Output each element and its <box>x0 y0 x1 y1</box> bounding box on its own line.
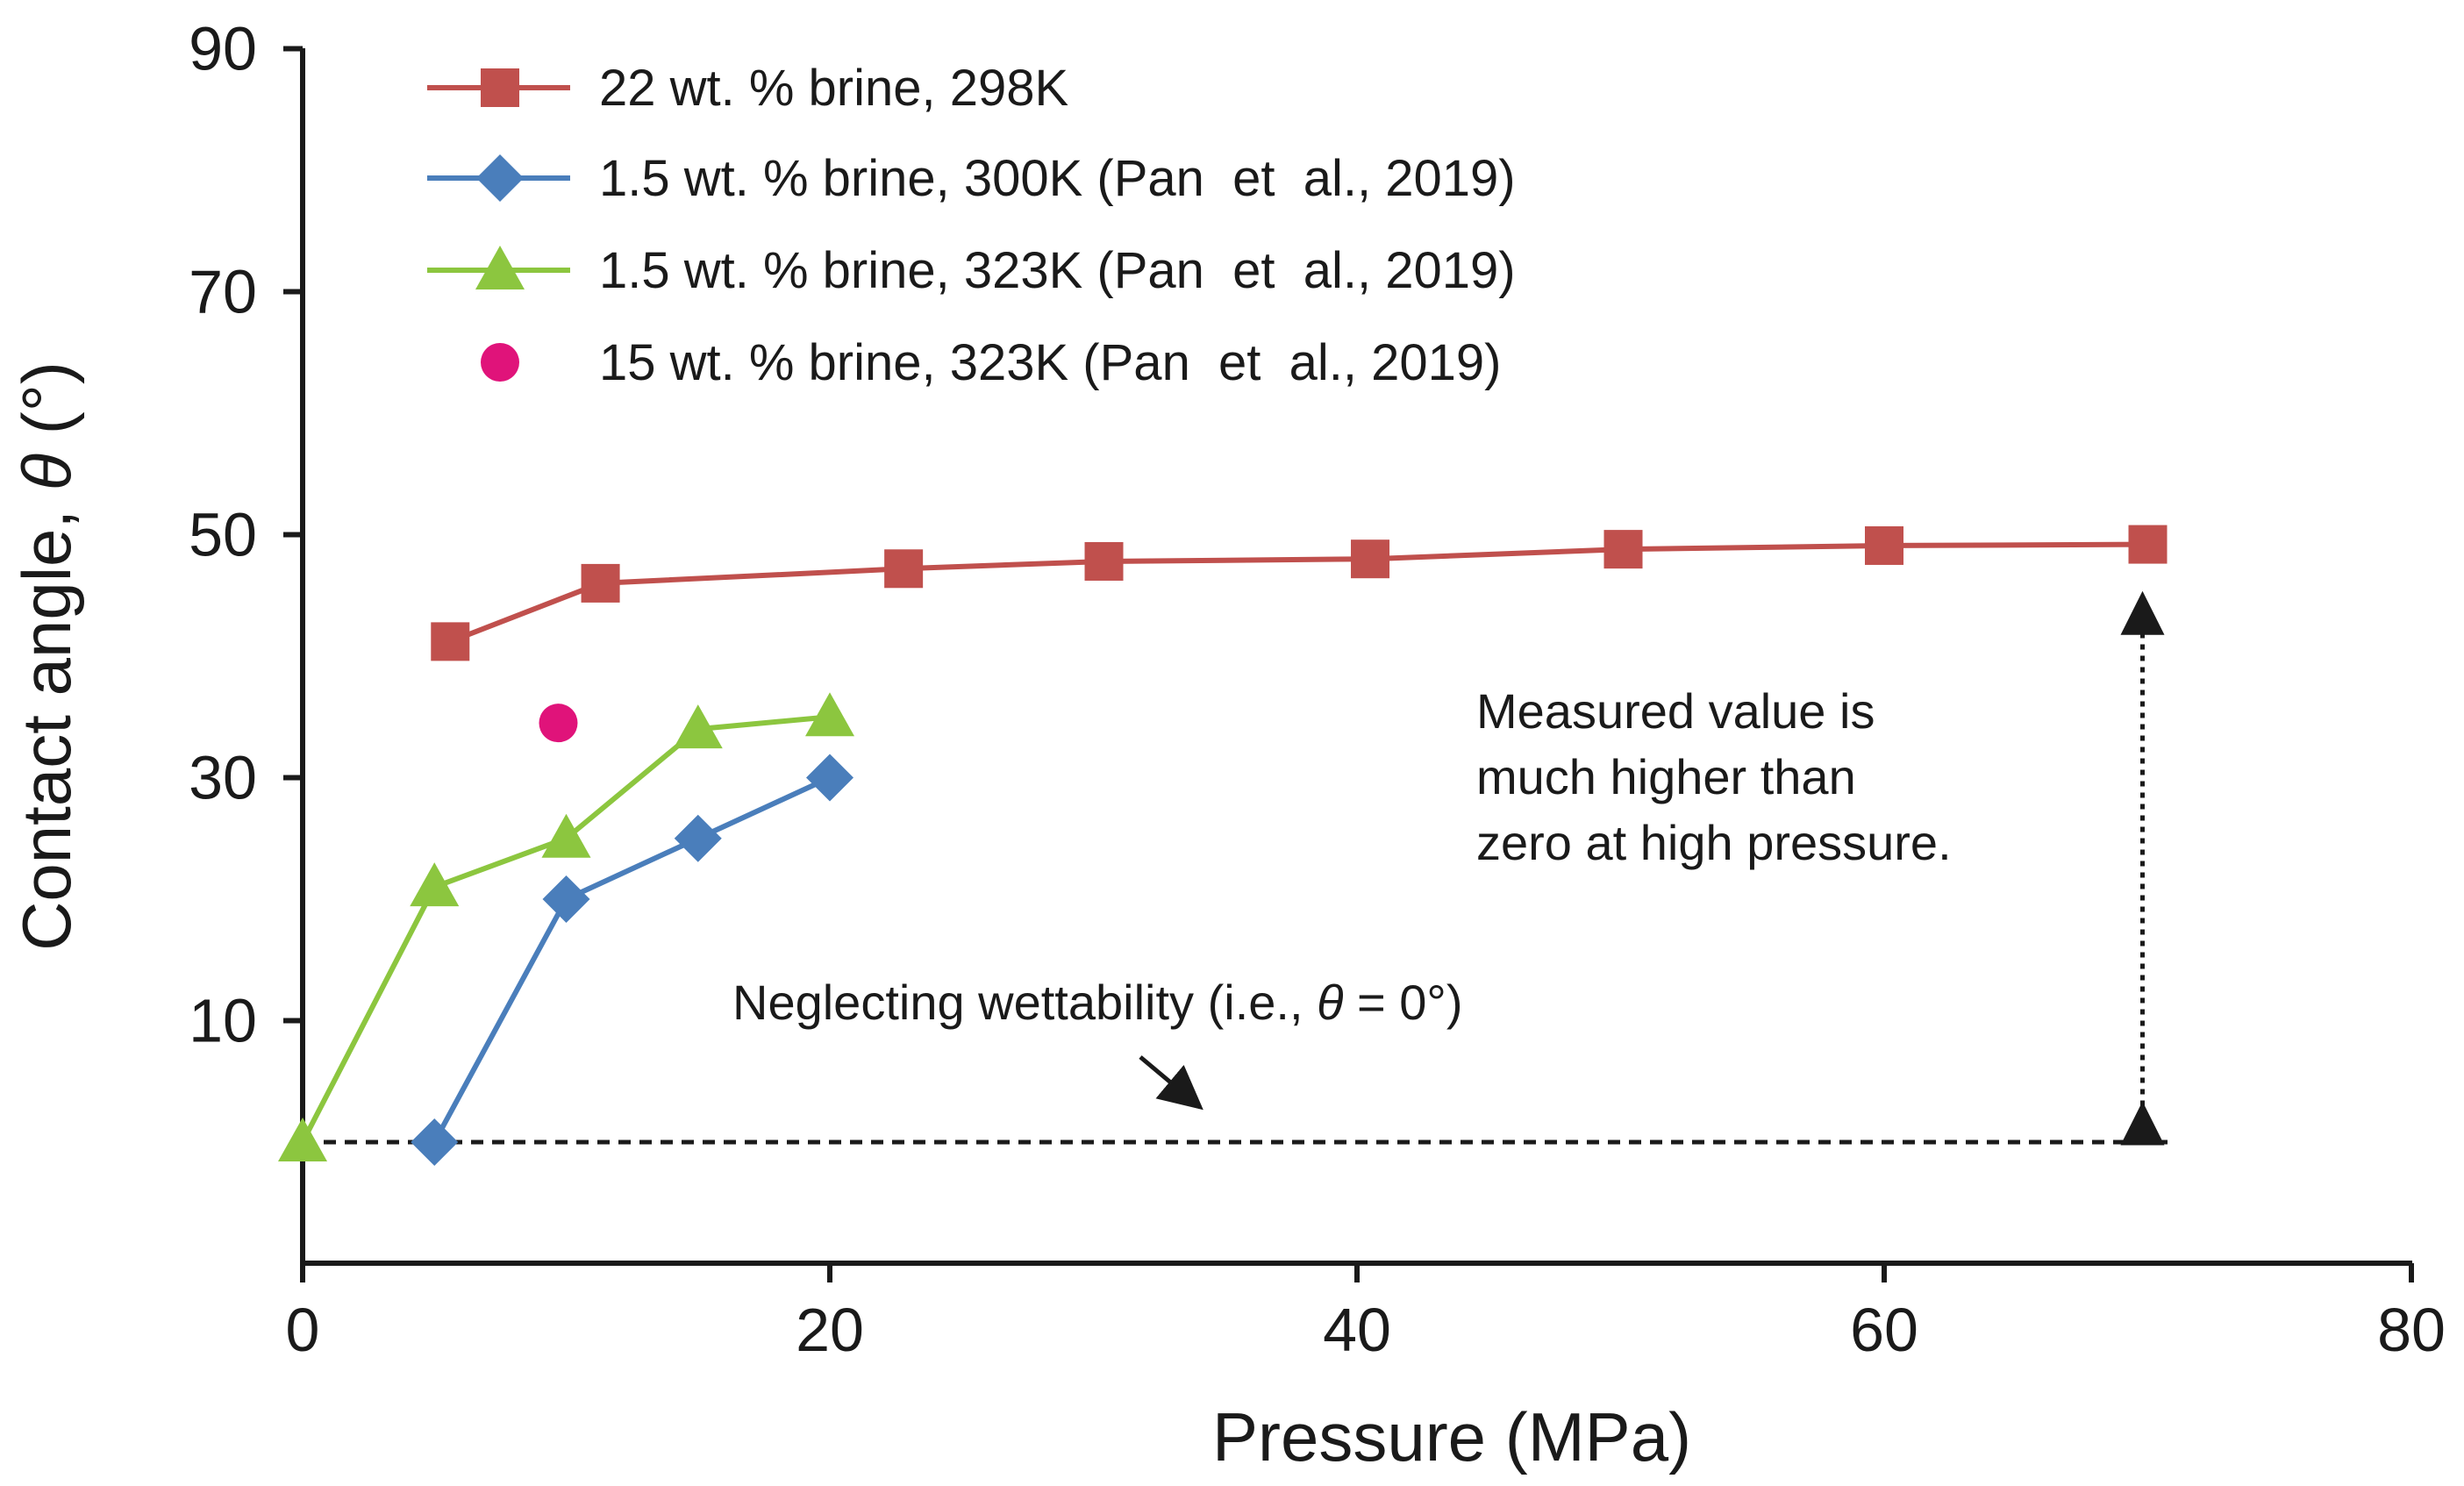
series-3-point <box>410 862 460 907</box>
legend: 22 wt. % brine, 298K 1.5 wt. % brine, 300… <box>427 60 1516 391</box>
y-tick-label: 50 <box>189 501 257 569</box>
legend-entry-3: 1.5 wt. % brine, 323K (Pan et al., 2019) <box>427 242 1516 299</box>
legend-marker <box>475 246 525 289</box>
y-tick-label: 30 <box>189 744 257 812</box>
legend-label: 15 wt. % brine, 323K (Pan et al., 2019) <box>599 334 1501 391</box>
series-1-point <box>1084 541 1124 581</box>
series-2-line <box>432 775 832 1144</box>
y-axis-ticks: 10 30 50 70 90 <box>189 15 303 1055</box>
data-series <box>278 525 2168 1166</box>
legend-entry-1: 22 wt. % brine, 298K <box>427 60 1069 117</box>
legend-label: 22 wt. % brine, 298K <box>599 60 1069 117</box>
series-2-point <box>411 1118 459 1166</box>
series-3 <box>278 692 854 1161</box>
x-axis-title: Pressure (MPa) <box>1212 1398 1691 1475</box>
series-3-line <box>300 714 831 1144</box>
legend-label: 1.5 wt. % brine, 300K (Pan et al., 2019) <box>599 150 1516 207</box>
series-1-point <box>581 563 620 603</box>
x-axis-ticks: 0 20 40 60 80 <box>286 1263 2446 1364</box>
legend-entry-2: 1.5 wt. % brine, 300K (Pan et al., 2019) <box>427 150 1516 207</box>
measured-annotation-line-3: zero at high pressure. <box>1476 815 1952 870</box>
series-3-point <box>278 1118 327 1161</box>
measured-annotation-line-1: Measured value is <box>1476 683 1875 739</box>
series-3-point <box>805 692 854 737</box>
series-3-point <box>541 813 591 858</box>
legend-entry-4: 15 wt. % brine, 323K (Pan et al., 2019) <box>481 334 1501 391</box>
y-axis-title: Contact angle, θ (°) <box>8 361 85 951</box>
y-tick-label: 70 <box>189 258 257 326</box>
series-1 <box>431 525 2168 661</box>
series-1-point <box>1603 530 1643 569</box>
series-2-point <box>806 754 853 802</box>
x-tick-label: 0 <box>286 1296 320 1364</box>
series-1-line <box>449 541 2148 645</box>
series-2-point <box>674 814 722 862</box>
x-tick-label: 60 <box>1850 1296 1918 1364</box>
series-1-point <box>1865 525 1903 565</box>
legend-label: 1.5 wt. % brine, 323K (Pan et al., 2019) <box>599 242 1516 299</box>
y-tick-label: 90 <box>189 15 257 83</box>
series-1-point <box>884 549 924 589</box>
x-tick-label: 40 <box>1323 1296 1391 1364</box>
series-1-point <box>1351 539 1390 579</box>
series-4 <box>539 704 578 743</box>
series-2 <box>411 754 853 1166</box>
legend-marker <box>476 154 524 202</box>
series-4-point <box>539 704 578 743</box>
series-1-point <box>431 622 470 661</box>
series-2-point <box>542 875 590 923</box>
neglect-pointer-arrow <box>1139 1055 1203 1111</box>
series-3-point <box>673 704 723 749</box>
series-1-point <box>2128 525 2168 564</box>
legend-marker <box>481 68 519 107</box>
neglect-annotation: Neglecting wettability (i.e., θ = 0°) <box>732 975 1462 1030</box>
y-tick-label: 10 <box>189 987 257 1055</box>
legend-marker <box>481 343 519 382</box>
axes <box>300 48 2412 1266</box>
annotations: Neglecting wettability (i.e., θ = 0°) Me… <box>732 590 2165 1146</box>
x-tick-label: 20 <box>796 1296 864 1364</box>
measured-annotation-line-2: much higher than <box>1476 749 1856 804</box>
x-tick-label: 80 <box>2377 1296 2446 1364</box>
